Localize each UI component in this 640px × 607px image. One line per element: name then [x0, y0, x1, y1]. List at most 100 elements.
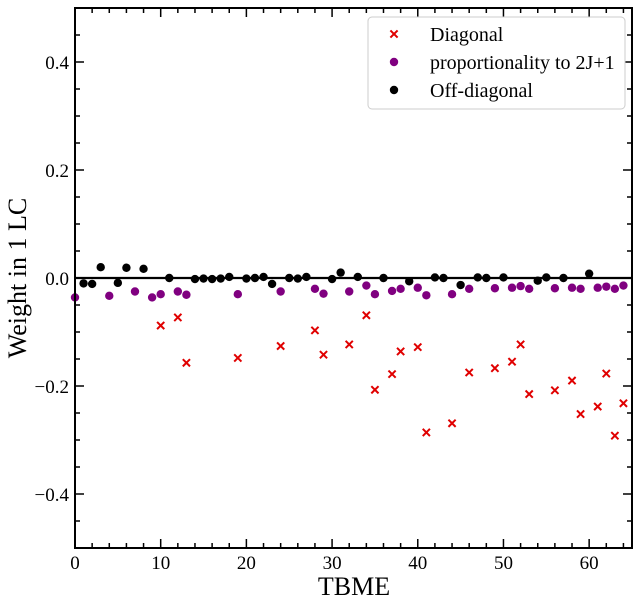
series-2-point-8 — [199, 274, 208, 283]
series-2-point-18 — [302, 272, 311, 282]
series-2-point-29 — [499, 273, 508, 282]
series-1-point-23 — [524, 284, 534, 293]
legend-marker-2 — [389, 85, 399, 95]
x-axis-title: TBME — [318, 572, 390, 601]
x-marker-stroke — [389, 29, 399, 39]
series-0-point-16 — [490, 363, 500, 373]
tick-labels-layer: 0 10 20 30 40 50 60 −0.4 −0.2 0.0 0.2 0.4 — [35, 53, 599, 574]
x-marker-stroke — [387, 369, 397, 379]
series-2-point-32 — [559, 273, 568, 283]
series-0-point-24 — [601, 369, 611, 378]
series-0-point-19 — [524, 389, 534, 399]
series-2-point-3 — [113, 278, 123, 288]
series-2-point-10 — [216, 274, 225, 283]
series-1-point-19 — [464, 284, 474, 293]
x-marker-stroke — [593, 402, 603, 411]
series-1-point-17 — [422, 291, 431, 300]
series-1-point-13 — [370, 290, 380, 299]
x-marker-stroke — [422, 428, 431, 437]
series-2-point-16 — [285, 273, 294, 283]
series-0-point-18 — [516, 340, 525, 349]
series-1-point-1 — [105, 291, 114, 301]
series-2-point-13 — [250, 273, 260, 283]
series-1-point-16 — [413, 283, 422, 292]
x-marker-stroke — [276, 341, 285, 351]
x-marker-stroke — [576, 409, 585, 419]
series-1-point-15 — [396, 284, 405, 293]
series-2-point-7 — [190, 274, 200, 284]
series-1-point-10 — [319, 289, 328, 298]
x-marker-stroke — [370, 385, 380, 395]
y-tick-label: 0.4 — [45, 53, 69, 74]
series-2-point-11 — [225, 272, 234, 282]
y-tick-label: −0.4 — [35, 485, 70, 506]
series-0-point-20 — [550, 386, 560, 395]
series-0-point-12 — [413, 342, 423, 352]
x-marker-stroke — [610, 431, 620, 440]
series-0-point-23 — [593, 402, 603, 411]
series-0-point-1 — [173, 313, 183, 322]
x-marker-stroke — [550, 386, 560, 395]
series-0-point-25 — [610, 431, 620, 440]
series-0-point-26 — [619, 398, 628, 408]
series-1-point-26 — [576, 284, 585, 293]
series-0-point-3 — [233, 353, 243, 363]
y-tick-label: 0.0 — [45, 269, 69, 290]
series-0-point-6 — [319, 350, 328, 359]
x-marker-stroke — [490, 363, 500, 373]
series-0-point-17 — [507, 357, 517, 367]
x-marker-stroke — [319, 350, 328, 359]
y-tick-label: 0.2 — [45, 161, 69, 182]
x-marker-stroke — [396, 347, 405, 356]
x-marker-stroke — [507, 357, 517, 367]
series-1-point-12 — [362, 281, 371, 290]
x-marker-stroke — [344, 340, 354, 349]
series-2-point-6 — [165, 273, 174, 283]
series-0-point-21 — [567, 376, 577, 385]
series-0-point-4 — [276, 341, 285, 351]
series-2-point-2 — [96, 263, 105, 272]
x-marker-stroke — [516, 340, 525, 349]
series-1-point-11 — [345, 287, 354, 296]
legend-box — [367, 16, 626, 110]
series-1-point-24 — [550, 284, 560, 293]
series-1-point-7 — [233, 290, 243, 299]
series-2-point-9 — [207, 274, 217, 284]
series-1-point-6 — [182, 290, 191, 299]
x-marker-stroke — [362, 310, 371, 320]
series-0-point-2 — [182, 358, 191, 368]
x-marker-stroke — [156, 321, 165, 330]
series-2-point-21 — [353, 272, 362, 282]
x-marker-stroke — [233, 353, 243, 363]
legend-label-1: proportionality to 2J+1 — [430, 52, 615, 74]
series-2-point-19 — [327, 274, 337, 284]
y-tick-label: −0.2 — [35, 377, 69, 398]
series-2-point-17 — [293, 274, 302, 283]
series-2-point-24 — [430, 273, 440, 282]
series-2-point-12 — [242, 274, 251, 283]
x-tick-label: 40 — [408, 553, 427, 574]
x-tick-label: 10 — [151, 553, 170, 574]
x-marker-stroke — [524, 389, 534, 399]
x-tick-label: 0 — [70, 553, 80, 574]
x-marker-stroke — [567, 376, 577, 385]
series-0-point-10 — [387, 369, 397, 379]
series-2-point-22 — [379, 273, 388, 283]
series-2-point-31 — [542, 273, 551, 282]
series-2-point-33 — [584, 269, 594, 278]
series-2-point-20 — [336, 268, 345, 277]
series-0-point-14 — [447, 418, 457, 428]
legend-label-2: Off-diagonal — [430, 80, 533, 102]
series-1-point-20 — [490, 284, 500, 293]
series-1-point-27 — [593, 283, 602, 292]
series-1-point-18 — [447, 290, 457, 299]
series-0-point-8 — [362, 310, 371, 320]
series-2-point-25 — [439, 273, 448, 283]
series-2-point-5 — [139, 264, 148, 274]
series-1-point-9 — [310, 284, 320, 293]
series-1-point-21 — [507, 283, 517, 292]
series-2-point-1 — [87, 279, 97, 289]
series-1-point-30 — [619, 281, 628, 290]
x-tick-label: 20 — [237, 553, 256, 574]
